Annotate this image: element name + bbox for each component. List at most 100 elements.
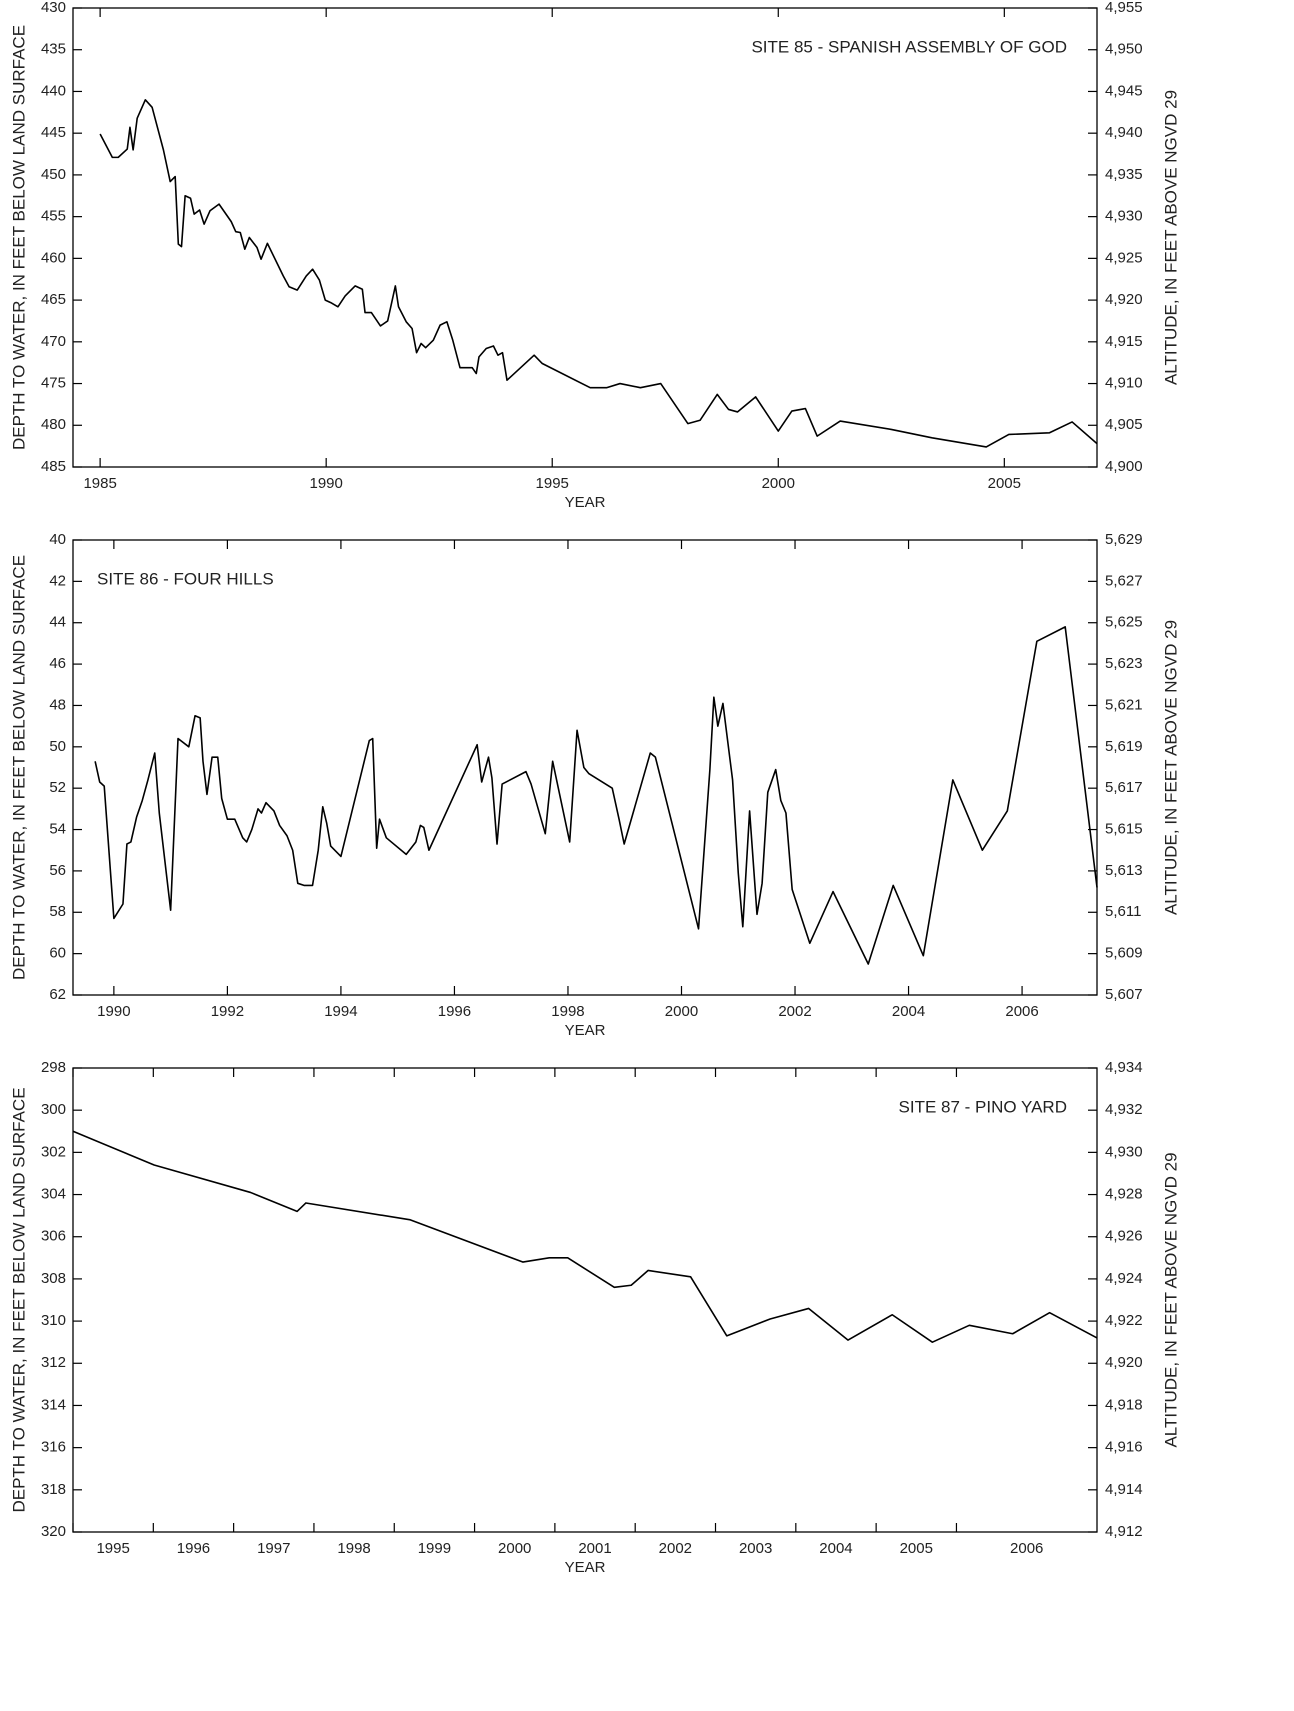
x-tick-label: 1994 <box>324 1003 357 1020</box>
y-tick-label: 440 <box>41 82 66 99</box>
y2-tick-label: 4,916 <box>1105 1439 1143 1456</box>
y-tick-label: 310 <box>41 1312 66 1329</box>
y2-tick-label: 4,955 <box>1105 0 1143 16</box>
data-line <box>99 99 1098 448</box>
y-tick-label: 306 <box>41 1228 66 1245</box>
x-tick-label: 1985 <box>83 475 116 492</box>
x-tick-label: 1997 <box>257 1540 290 1557</box>
x-tick-label: 2006 <box>1005 1003 1038 1020</box>
y-tick-label: 40 <box>49 531 66 548</box>
y2-tick-label: 5,629 <box>1105 531 1143 548</box>
data-line <box>94 626 1098 965</box>
y-tick-label: 460 <box>41 249 66 266</box>
y-tick-label: 475 <box>41 375 66 392</box>
y2-tick-label: 4,945 <box>1105 82 1143 99</box>
y-tick-label: 485 <box>41 458 66 475</box>
x-tick-label: 2000 <box>498 1540 531 1557</box>
y2-tick-label: 4,914 <box>1105 1481 1143 1498</box>
x-tick-label: 2005 <box>988 475 1021 492</box>
x-tick-label: 2004 <box>892 1003 925 1020</box>
x-tick-label: 1990 <box>97 1003 130 1020</box>
y-tick-label: 314 <box>41 1396 66 1413</box>
panel: 298 300 302 304 306 308 310 312 314 316 318 320 4,93… <box>9 1059 1180 1576</box>
x-axis-title: YEAR <box>565 494 606 511</box>
y2-tick-label: 4,920 <box>1105 1354 1143 1371</box>
y2-tick-label: 4,950 <box>1105 41 1143 58</box>
y-tick-label: 308 <box>41 1270 66 1287</box>
y2-tick-label: 4,922 <box>1105 1312 1143 1329</box>
x-tick-label: 2003 <box>739 1540 772 1557</box>
y2-tick-label: 4,935 <box>1105 166 1143 183</box>
x-tick-label: 1995 <box>536 475 569 492</box>
y2-tick-label: 4,932 <box>1105 1101 1143 1118</box>
x-tick-label: 1992 <box>211 1003 244 1020</box>
y-tick-label: 445 <box>41 124 66 141</box>
y-tick-label: 44 <box>49 614 66 631</box>
plot-frame <box>72 1067 1098 1533</box>
y2-tick-label: 4,915 <box>1105 333 1143 350</box>
y2-tick-label: 4,910 <box>1105 375 1143 392</box>
y-tick-label: 56 <box>49 862 66 879</box>
y-tick-label: 435 <box>41 41 66 58</box>
y-tick-label: 302 <box>41 1143 66 1160</box>
y-tick-label: 304 <box>41 1186 66 1203</box>
y-tick-label: 480 <box>41 416 66 433</box>
y2-tick-label: 4,912 <box>1105 1523 1143 1540</box>
x-tick-label: 1996 <box>438 1003 471 1020</box>
y-tick-label: 54 <box>49 821 66 838</box>
y-tick-label: 465 <box>41 291 66 308</box>
site-annotation: SITE 87 - PINO YARD <box>899 1097 1067 1116</box>
data-line <box>72 1130 1098 1343</box>
y2-tick-label: 4,905 <box>1105 416 1143 433</box>
x-tick-label: 1998 <box>337 1540 370 1557</box>
y-tick-label: 50 <box>49 738 66 755</box>
x-tick-label: 2002 <box>659 1540 692 1557</box>
y-axis-title: DEPTH TO WATER, IN FEET BELOW LAND SURFA… <box>9 25 28 450</box>
y2-tick-label: 4,900 <box>1105 458 1143 475</box>
plot-frame <box>72 539 1098 996</box>
y-tick-label: 62 <box>49 986 66 1003</box>
y-tick-label: 470 <box>41 333 66 350</box>
y2-axis-title: ALTITUDE, IN FEET ABOVE NGVD 29 <box>1161 620 1180 915</box>
x-tick-label: 2000 <box>762 475 795 492</box>
y2-tick-label: 4,934 <box>1105 1059 1143 1076</box>
panel: 430 435 440 445 450 455 460 465 470 475 480 485 4,95… <box>9 0 1180 511</box>
site-annotation: SITE 86 - FOUR HILLS <box>97 569 274 588</box>
y2-tick-label: 5,621 <box>1105 696 1143 713</box>
y2-tick-label: 4,920 <box>1105 291 1143 308</box>
y2-axis-title: ALTITUDE, IN FEET ABOVE NGVD 29 <box>1161 1152 1180 1447</box>
x-axis-title: YEAR <box>565 1022 606 1039</box>
x-tick-label: 2002 <box>778 1003 811 1020</box>
x-axis-title: YEAR <box>565 1559 606 1576</box>
y2-tick-label: 4,930 <box>1105 1143 1143 1160</box>
y2-tick-label: 5,619 <box>1105 738 1143 755</box>
panel: 40 42 44 46 48 50 52 54 56 58 60 62 5,629 5,627 5,625 5… <box>9 531 1180 1039</box>
y2-tick-label: 4,930 <box>1105 208 1143 225</box>
y-tick-label: 60 <box>49 945 66 962</box>
x-tick-label: 2000 <box>665 1003 698 1020</box>
y-tick-label: 450 <box>41 166 66 183</box>
y2-tick-label: 5,615 <box>1105 821 1143 838</box>
y2-tick-label: 5,613 <box>1105 862 1143 879</box>
y-tick-label: 312 <box>41 1354 66 1371</box>
x-tick-label: 2005 <box>900 1540 933 1557</box>
y-tick-label: 48 <box>49 696 66 713</box>
x-tick-label: 2006 <box>1010 1540 1043 1557</box>
y2-tick-label: 4,918 <box>1105 1396 1143 1413</box>
x-tick-label: 2004 <box>819 1540 852 1557</box>
x-tick-label: 1995 <box>96 1540 129 1557</box>
y-tick-label: 316 <box>41 1439 66 1456</box>
y-tick-label: 300 <box>41 1101 66 1118</box>
y2-tick-label: 5,623 <box>1105 655 1143 672</box>
y-tick-label: 455 <box>41 208 66 225</box>
y-tick-label: 320 <box>41 1523 66 1540</box>
y2-tick-label: 5,617 <box>1105 779 1143 796</box>
x-tick-label: 1998 <box>551 1003 584 1020</box>
y-tick-label: 298 <box>41 1059 66 1076</box>
y-tick-label: 46 <box>49 655 66 672</box>
y-tick-label: 58 <box>49 903 66 920</box>
y2-tick-label: 4,924 <box>1105 1270 1143 1287</box>
y2-tick-label: 5,607 <box>1105 986 1143 1003</box>
